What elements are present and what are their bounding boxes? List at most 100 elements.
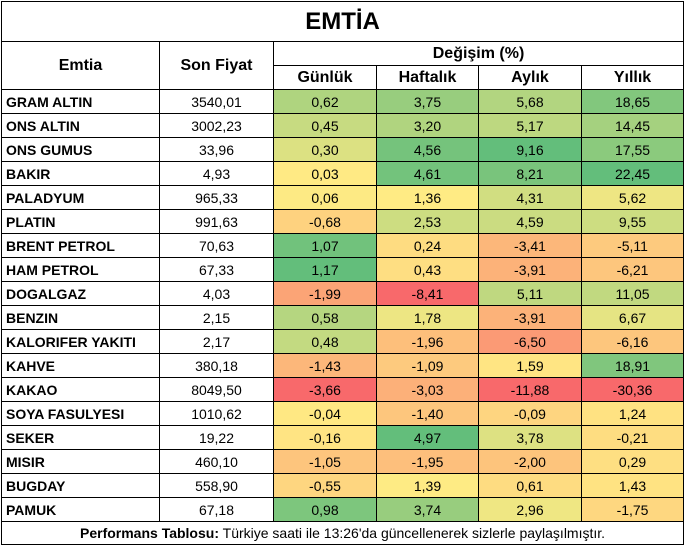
last-price: 33,96 xyxy=(159,137,274,162)
change-daily: 1,17 xyxy=(273,257,377,282)
last-price: 2,17 xyxy=(159,329,274,354)
column-header-price: Son Fiyat xyxy=(159,41,274,90)
commodity-name: BAKIR xyxy=(1,161,160,186)
commodity-name: PALADYUM xyxy=(1,185,160,210)
change-daily: -1,05 xyxy=(273,449,377,474)
change-daily: -0,04 xyxy=(273,401,377,426)
last-price: 67,18 xyxy=(159,497,274,522)
change-daily: -3,66 xyxy=(273,377,377,402)
change-monthly: 5,11 xyxy=(478,281,582,306)
change-daily: -1,43 xyxy=(273,353,377,378)
last-price: 380,18 xyxy=(159,353,274,378)
table-row: DOGALGAZ 4,03 -1,99 -8,41 5,11 11,05 xyxy=(1,281,685,306)
last-price: 460,10 xyxy=(159,449,274,474)
change-yearly: -5,11 xyxy=(580,233,685,258)
change-yearly: -0,21 xyxy=(580,425,685,450)
commodity-name: ONS ALTIN xyxy=(1,113,160,138)
change-daily: -0,55 xyxy=(273,473,377,498)
change-monthly: -0,09 xyxy=(478,401,582,426)
last-price: 965,33 xyxy=(159,185,274,210)
table-row: KALORIFER YAKITI 2,17 0,48 -1,96 -6,50 -6,16 xyxy=(1,329,685,354)
change-daily: 0,62 xyxy=(273,89,377,114)
change-yearly: 17,55 xyxy=(580,137,685,162)
change-weekly: 3,20 xyxy=(376,113,479,138)
table-row: KAKAO 8049,50 -3,66 -3,03 -11,88 -30,36 xyxy=(1,377,685,402)
table-row: MISIR 460,10 -1,05 -1,95 -2,00 0,29 xyxy=(1,449,685,474)
change-monthly: 5,17 xyxy=(478,113,582,138)
change-weekly: 2,53 xyxy=(376,209,479,234)
column-header-daily: Günlük xyxy=(273,65,377,90)
commodity-name: PAMUK xyxy=(1,497,160,522)
change-yearly: 22,45 xyxy=(580,161,685,186)
change-daily: -0,16 xyxy=(273,425,377,450)
commodity-name: KAHVE xyxy=(1,353,160,378)
change-monthly: -2,00 xyxy=(478,449,582,474)
change-monthly: 4,31 xyxy=(478,185,582,210)
commodity-name: ONS GUMUS xyxy=(1,137,160,162)
change-yearly: 18,65 xyxy=(580,89,685,114)
change-weekly: 1,78 xyxy=(376,305,479,330)
change-yearly: 1,24 xyxy=(580,401,685,426)
change-weekly: 3,75 xyxy=(376,89,479,114)
table-row: SOYA FASULYESI 1010,62 -0,04 -1,40 -0,09 1,24 xyxy=(1,401,685,426)
change-monthly: -3,91 xyxy=(478,257,582,282)
change-yearly: 14,45 xyxy=(580,113,685,138)
change-weekly: -8,41 xyxy=(376,281,479,306)
change-daily: 0,58 xyxy=(273,305,377,330)
change-yearly: 0,29 xyxy=(580,449,685,474)
commodity-name: BENZIN xyxy=(1,305,160,330)
column-header-weekly: Haftalık xyxy=(376,65,479,90)
change-weekly: -1,95 xyxy=(376,449,479,474)
table-row: HAM PETROL 67,33 1,17 0,43 -3,91 -6,21 xyxy=(1,257,685,282)
commodity-name: SOYA FASULYESI xyxy=(1,401,160,426)
footer-text: Türkiye saati ile 13:26'da güncellenerek… xyxy=(219,525,606,541)
last-price: 3540,01 xyxy=(159,89,274,114)
commodity-name: GRAM ALTIN xyxy=(1,89,160,114)
last-price: 558,90 xyxy=(159,473,274,498)
table-body: GRAM ALTIN 3540,01 0,62 3,75 5,68 18,65 ONS AL… xyxy=(1,89,685,522)
table-row: BRENT PETROL 70,63 1,07 0,24 -3,41 -5,11 xyxy=(1,233,685,258)
table-row: SEKER 19,22 -0,16 4,97 3,78 -0,21 xyxy=(1,425,685,450)
change-weekly: 1,39 xyxy=(376,473,479,498)
change-weekly: 4,56 xyxy=(376,137,479,162)
table-row: BENZIN 2,15 0,58 1,78 -3,91 6,67 xyxy=(1,305,685,330)
change-daily: 0,06 xyxy=(273,185,377,210)
change-yearly: -1,75 xyxy=(580,497,685,522)
column-header-monthly: Aylık xyxy=(478,65,582,90)
change-weekly: 3,74 xyxy=(376,497,479,522)
change-yearly: -6,21 xyxy=(580,257,685,282)
change-daily: 0,03 xyxy=(273,161,377,186)
change-monthly: 0,61 xyxy=(478,473,582,498)
change-weekly: -3,03 xyxy=(376,377,479,402)
change-daily: 0,30 xyxy=(273,137,377,162)
last-price: 70,63 xyxy=(159,233,274,258)
footer-note: Performans Tablosu: Türkiye saati ile 13… xyxy=(0,521,685,545)
change-weekly: 4,97 xyxy=(376,425,479,450)
change-weekly: -1,09 xyxy=(376,353,479,378)
table-row: BUGDAY 558,90 -0,55 1,39 0,61 1,43 xyxy=(1,473,685,498)
commodity-name: PLATIN xyxy=(1,209,160,234)
change-daily: 0,45 xyxy=(273,113,377,138)
commodity-name: BUGDAY xyxy=(1,473,160,498)
table-row: BAKIR 4,93 0,03 4,61 8,21 22,45 xyxy=(1,161,685,186)
commodity-name: KALORIFER YAKITI xyxy=(1,329,160,354)
last-price: 1010,62 xyxy=(159,401,274,426)
change-monthly: -3,91 xyxy=(478,305,582,330)
change-weekly: 0,43 xyxy=(376,257,479,282)
change-yearly: 9,55 xyxy=(580,209,685,234)
change-daily: 0,98 xyxy=(273,497,377,522)
last-price: 3002,23 xyxy=(159,113,274,138)
change-monthly: -3,41 xyxy=(478,233,582,258)
commodity-name: BRENT PETROL xyxy=(1,233,160,258)
change-yearly: -30,36 xyxy=(580,377,685,402)
column-header-change-group: Değişim (%) xyxy=(272,41,685,66)
table-row: PAMUK 67,18 0,98 3,74 2,96 -1,75 xyxy=(1,497,685,522)
table-row: ONS ALTIN 3002,23 0,45 3,20 5,17 14,45 xyxy=(1,113,685,138)
change-monthly: 3,78 xyxy=(478,425,582,450)
last-price: 4,03 xyxy=(159,281,274,306)
change-daily: -1,99 xyxy=(273,281,377,306)
change-yearly: 11,05 xyxy=(580,281,685,306)
commodity-name: MISIR xyxy=(1,449,160,474)
